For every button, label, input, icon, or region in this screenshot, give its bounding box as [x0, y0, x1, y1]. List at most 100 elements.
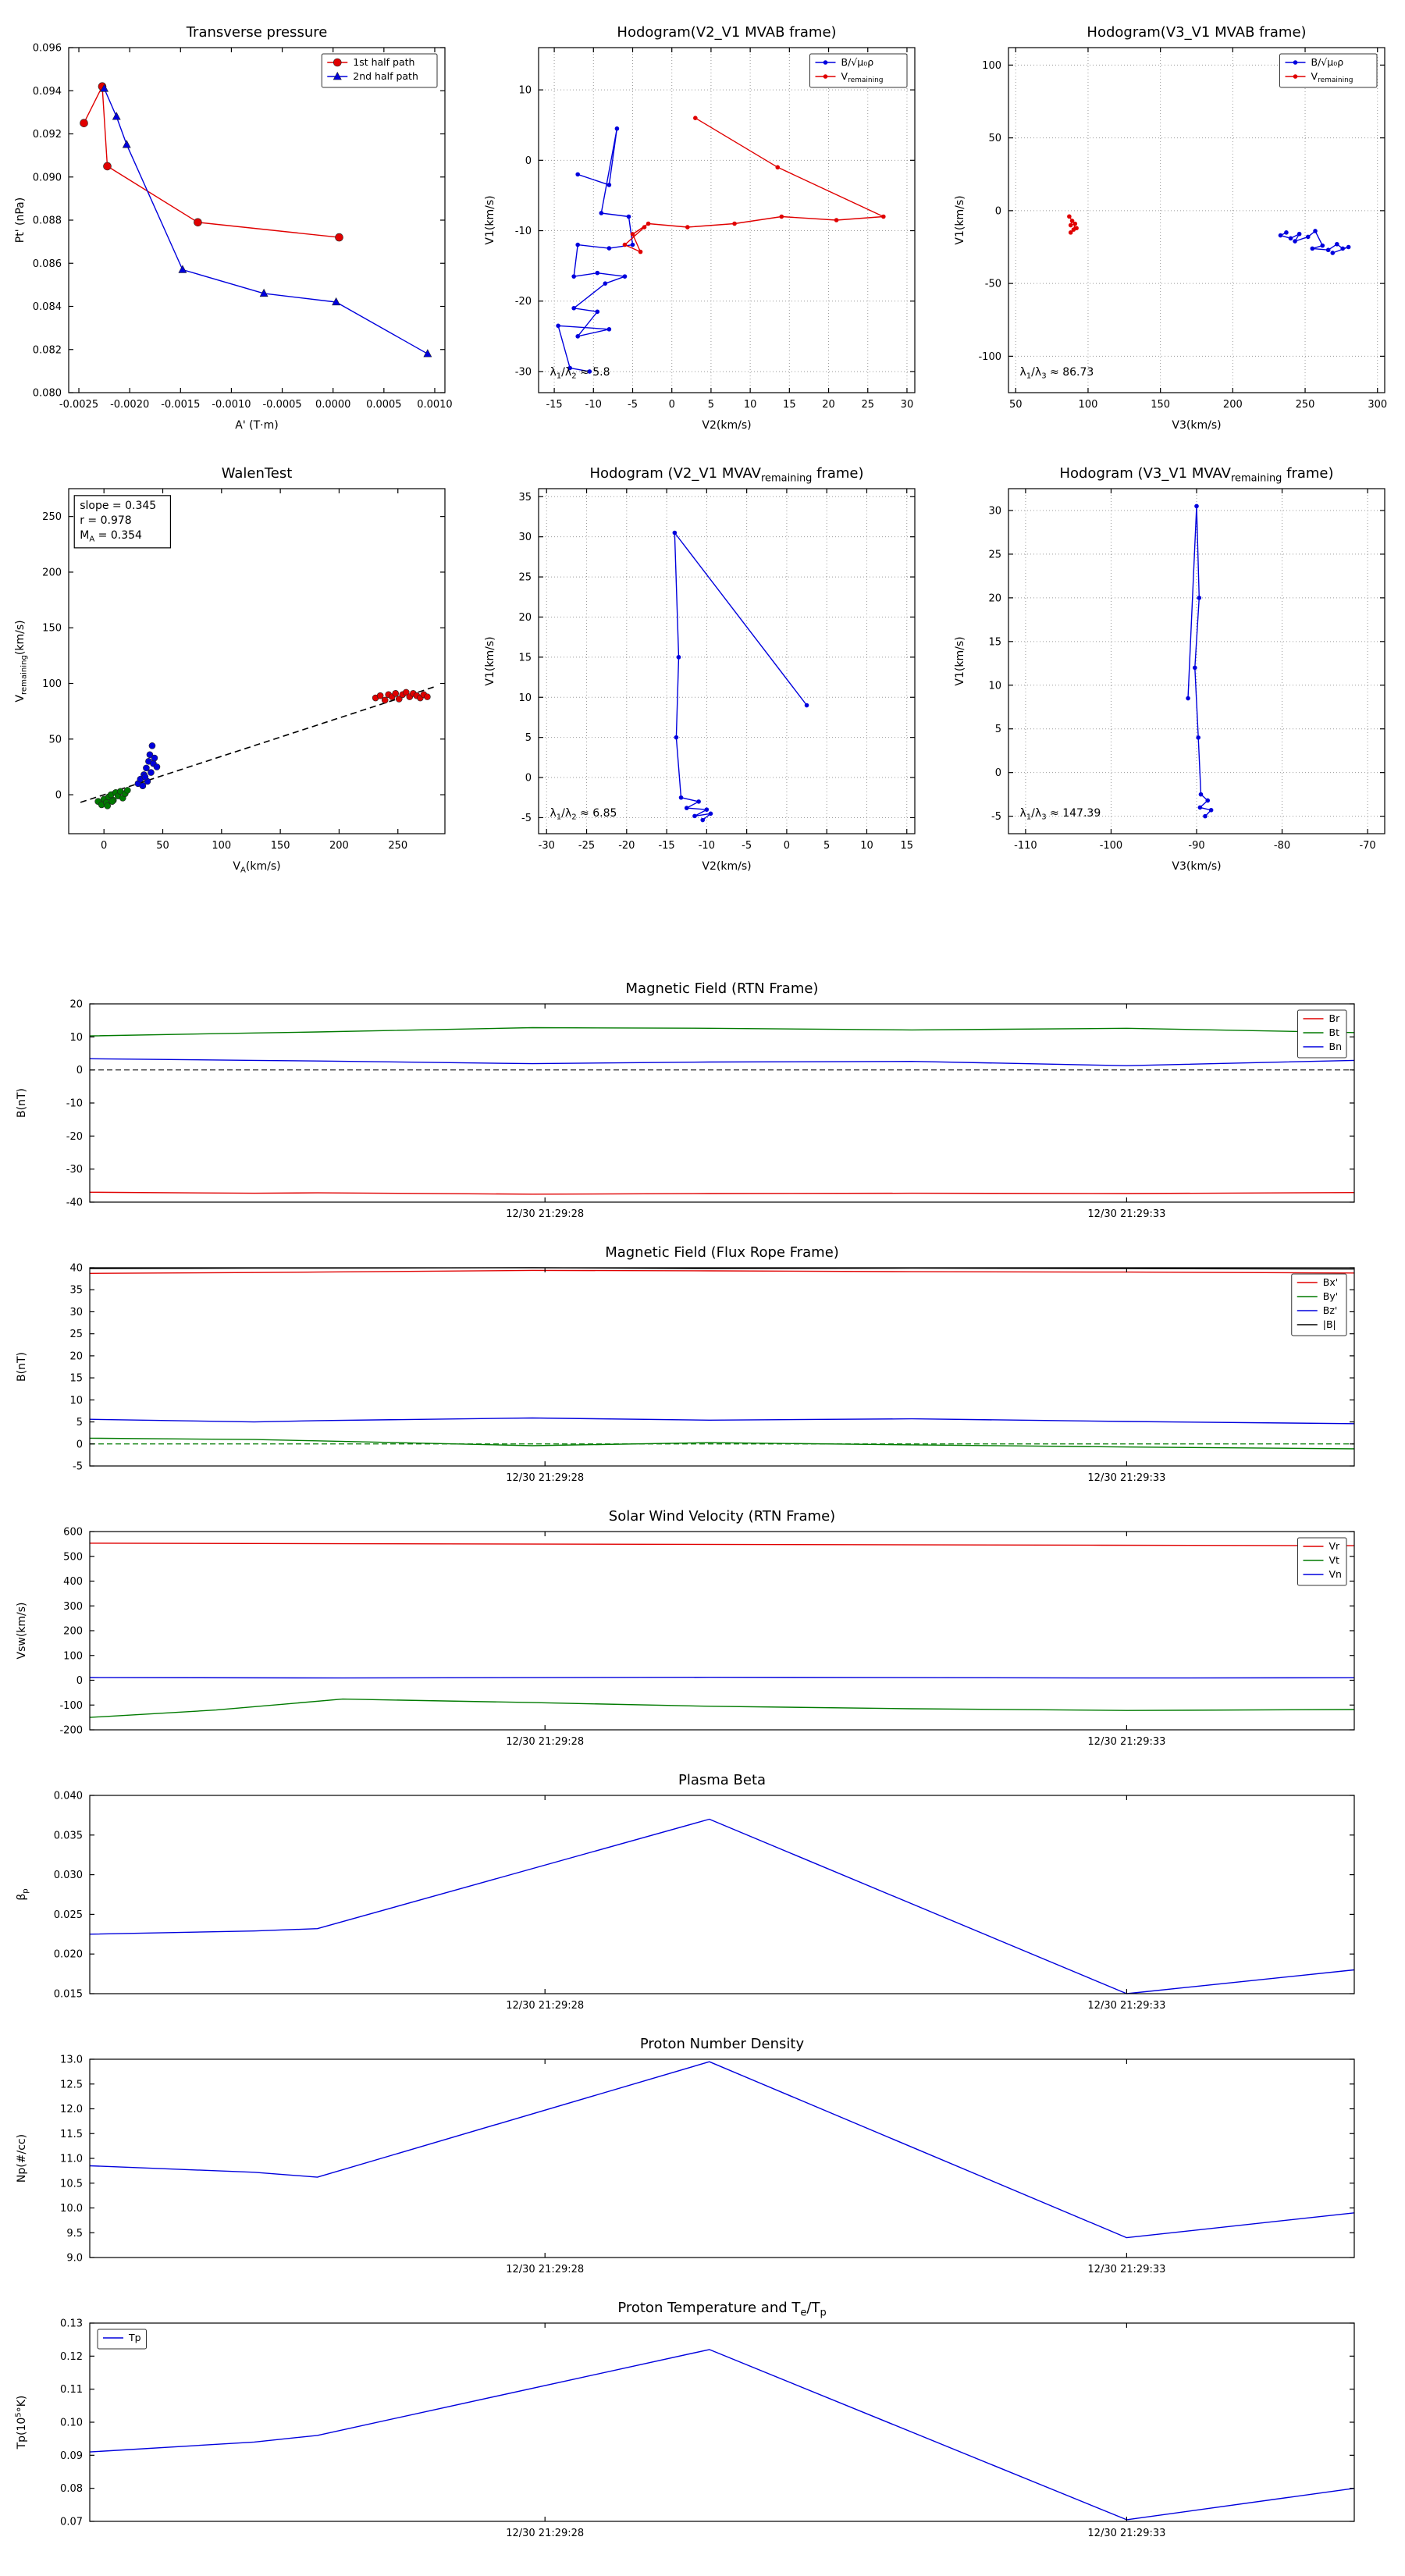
chart-transverse-pressure: -0.0025 -0.0020 -0.0015 -0.0010 -0.0005 0.000… [14, 24, 453, 432]
axis-ticks [90, 2058, 1354, 2258]
grid [1008, 489, 1385, 834]
svg-text:10: 10 [744, 399, 757, 411]
y-axis-label: Vremaining(km/s) [14, 620, 29, 702]
series-Bn [89, 1058, 1355, 1066]
svg-text:-100: -100 [59, 1700, 83, 1712]
chart-title: Proton Number Density [640, 2036, 805, 2052]
axis-ticks [539, 489, 915, 834]
legend-label: Tp [128, 2332, 141, 2343]
svg-text:0.11: 0.11 [60, 2384, 83, 2396]
svg-text:150: 150 [42, 623, 62, 635]
panel-plasma-beta: 12/30 21:29:28 12/30 21:29:33 0.015 0.020 0.… [8, 1767, 1397, 2025]
chart-title: Transverse pressure [186, 24, 328, 41]
legend-label: Bn [1329, 1041, 1343, 1052]
svg-text:-10: -10 [699, 840, 715, 852]
series-Vr [89, 1542, 1355, 1546]
svg-text:12/30 21:29:33: 12/30 21:29:33 [1087, 1208, 1165, 1220]
svg-text:-25: -25 [578, 840, 595, 852]
svg-text:0.084: 0.084 [33, 301, 62, 313]
plot-walen-test: 0 50 100 150 200 250 0 50 100 150 200 250 WalenTest V… [6, 453, 459, 882]
svg-text:25: 25 [988, 549, 1001, 560]
chart-magnetic-field-flux-rope: 12/30 21:29:28 12/30 21:29:33 -5 0 5 10 15 20 25… [16, 1244, 1355, 1484]
svg-text:-30: -30 [539, 840, 555, 852]
svg-text:500: 500 [63, 1551, 83, 1563]
y-axis-label: Np(#/cc) [16, 2134, 28, 2183]
legend-label: 1st half path [353, 56, 414, 68]
svg-text:-0.0005: -0.0005 [262, 399, 301, 411]
series-Tp [89, 2349, 1355, 2521]
svg-text:200: 200 [1223, 399, 1243, 411]
chart-title: Solar Wind Velocity (RTN Frame) [609, 1508, 835, 1525]
plot-hodogram-v2v1-mvav: -30 -25 -20 -15 -10 -5 0 5 10 15 -5 0 5 10 15 20 25 30 35 H… [476, 453, 929, 882]
svg-text:slope = 0.345: slope = 0.345 [80, 500, 156, 512]
svg-text:-0.0025: -0.0025 [59, 399, 98, 411]
chart-title: Proton Temperature and Te/Tp [617, 2300, 826, 2319]
svg-text:100: 100 [982, 60, 1001, 72]
svg-text:12/30 21:29:28: 12/30 21:29:28 [506, 2264, 584, 2275]
axis-ticks [90, 1003, 1354, 1203]
legend: Tp [97, 2329, 147, 2350]
svg-text:50: 50 [156, 840, 169, 852]
tick-labels: -30 -25 -20 -15 -10 -5 0 5 10 15 -5 0 5 10 15 20 25 30 35 [518, 492, 913, 852]
svg-text:200: 200 [329, 840, 349, 852]
legend: 1st half path 2nd half path [321, 53, 438, 88]
svg-text:-80: -80 [1274, 840, 1290, 852]
svg-text:0: 0 [101, 840, 107, 852]
svg-text:15: 15 [69, 1373, 83, 1385]
svg-text:-20: -20 [515, 296, 532, 308]
svg-text:0.025: 0.025 [54, 1909, 83, 1921]
x-axis-label: VA(km/s) [233, 860, 280, 875]
svg-text:5: 5 [823, 840, 830, 852]
svg-text:5: 5 [525, 732, 532, 744]
svg-text:50: 50 [48, 734, 62, 745]
axis-ticks [69, 489, 445, 834]
svg-text:-10: -10 [515, 226, 532, 237]
series-By-prime [89, 1437, 1355, 1450]
svg-text:10: 10 [69, 1395, 83, 1407]
svg-text:200: 200 [63, 1626, 83, 1638]
svg-text:150: 150 [1151, 399, 1170, 411]
svg-text:-5: -5 [742, 840, 752, 852]
svg-text:13.0: 13.0 [60, 2055, 83, 2066]
legend-label: Vr [1329, 1540, 1341, 1552]
y-axis-label: B(nT) [16, 1088, 28, 1118]
axis-ticks [90, 1795, 1354, 1994]
annotation: slope = 0.345 r = 0.978 MA = 0.354 [73, 495, 172, 549]
svg-text:0.040: 0.040 [54, 1791, 83, 1802]
svg-text:0.10: 0.10 [60, 2418, 83, 2429]
axis-ticks [90, 1267, 1354, 1467]
series-1st half path [80, 82, 343, 242]
svg-text:0: 0 [525, 155, 532, 167]
y-axis-label: V1(km/s) [484, 195, 496, 244]
annotation: λ1/λ2 ≈ 6.85 [550, 807, 617, 822]
grid [539, 489, 915, 834]
chart-magnetic-field-rtn: 12/30 21:29:28 12/30 21:29:33 -40 -30 -20 -10… [16, 980, 1355, 1220]
chart-title: WalenTest [222, 465, 293, 482]
svg-text:-0.0015: -0.0015 [161, 399, 200, 411]
svg-text:150: 150 [271, 840, 290, 852]
legend: Bx' By' Bz' |B| [1291, 1273, 1347, 1336]
svg-text:0.082: 0.082 [33, 344, 62, 356]
series-hodogram-path [672, 530, 809, 823]
svg-text:35: 35 [518, 492, 532, 503]
svg-text:0.13: 0.13 [60, 2318, 83, 2330]
plot-hodogram-v2v1-mvab: -15 -10 -5 0 5 10 15 20 25 30 -30 -20 -10 0 10 Hodogram… [476, 12, 929, 441]
svg-text:20: 20 [69, 999, 83, 1011]
svg-text:12/30 21:29:28: 12/30 21:29:28 [506, 1208, 584, 1220]
legend: Br Bt Bn [1297, 1009, 1347, 1059]
svg-text:-15: -15 [658, 840, 674, 852]
svg-text:0: 0 [76, 1439, 83, 1450]
series-cluster-blue [134, 742, 161, 789]
svg-text:5: 5 [995, 724, 1001, 735]
svg-text:250: 250 [1296, 399, 1315, 411]
plot-transverse-pressure: -0.0025 -0.0020 -0.0015 -0.0010 -0.0005 0.000… [6, 12, 459, 441]
svg-text:0: 0 [55, 790, 62, 802]
svg-text:50: 50 [988, 133, 1001, 144]
chart-proton-number-density: 12/30 21:29:28 12/30 21:29:33 9.0 9.5 10.0 10… [16, 2036, 1355, 2275]
x-axis-label: V2(km/s) [702, 860, 751, 873]
svg-text:MA = 0.354: MA = 0.354 [80, 529, 142, 544]
tick-labels: 50 100 150 200 250 300 -100 -50 0 50 100 [978, 60, 1387, 411]
svg-text:0.090: 0.090 [33, 172, 62, 183]
series-B-over-sqrt-mu0rho [556, 126, 635, 374]
